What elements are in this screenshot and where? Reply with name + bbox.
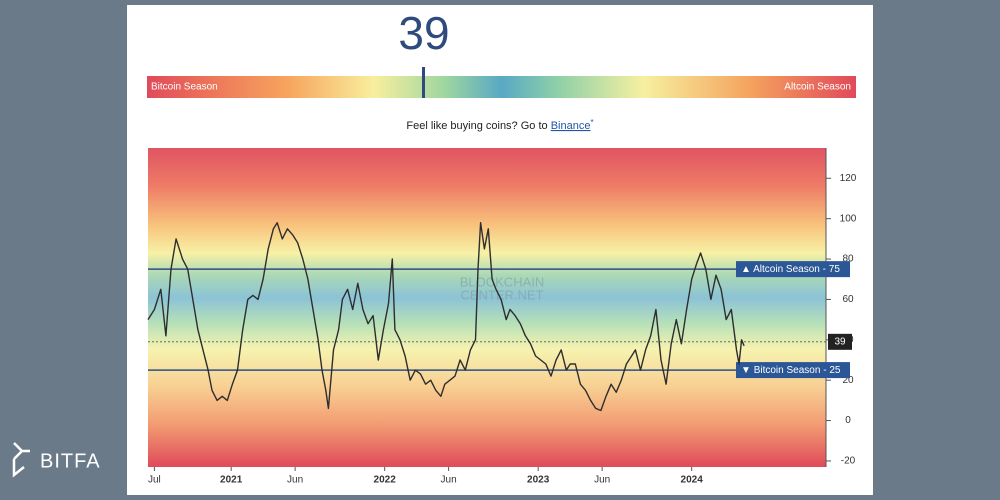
threshold-label: ▼ Bitcoin Season - 25 — [741, 365, 841, 376]
threshold-value: 75 — [829, 264, 841, 275]
brand-icon — [12, 442, 30, 478]
y-tick-label: 80 — [842, 254, 854, 265]
x-tick-label: Jun — [594, 475, 610, 486]
threshold-name: Bitcoin Season — [754, 365, 821, 376]
promo-text: Feel like buying coins? Go to — [406, 120, 547, 132]
gauge-min-label: Bitcoin Season — [151, 82, 218, 93]
threshold-marker: ▲ — [741, 264, 751, 275]
x-tick-label: 2021 — [220, 475, 243, 486]
y-tick-label: -20 — [841, 456, 856, 467]
y-tick-label: 20 — [842, 375, 854, 386]
watermark: BLOCKCHAIN — [460, 274, 545, 289]
gauge-max-label: Altcoin Season — [784, 82, 851, 93]
brand: BITFA — [12, 442, 101, 478]
threshold-separator: - — [823, 264, 826, 275]
x-tick-label: 2024 — [681, 475, 704, 486]
y-tick-label: 60 — [842, 294, 854, 305]
current-label-box — [828, 333, 852, 350]
gauge-bar — [147, 76, 856, 98]
plot-area — [148, 148, 826, 467]
promo-mark: * — [590, 118, 593, 127]
promo: Feel like buying coins? Go to Binance* — [406, 118, 593, 132]
threshold-marker: ▼ — [741, 365, 751, 376]
promo-link[interactable]: Binance — [551, 120, 591, 132]
x-tick-label: Jul — [148, 475, 161, 486]
threshold-label-box — [736, 362, 850, 379]
x-tick-label: Jun — [287, 475, 303, 486]
brand-name: BITFA — [40, 450, 101, 472]
current-label: 39 — [834, 336, 846, 347]
y-tick-label: 100 — [840, 213, 857, 224]
watermark: CENTER.NET — [460, 287, 543, 302]
threshold-separator: - — [823, 365, 826, 376]
threshold-label-box — [736, 261, 850, 278]
threshold-value: 25 — [829, 365, 841, 376]
x-tick-label: Jun — [441, 475, 457, 486]
threshold-label: ▲ Altcoin Season - 75 — [741, 264, 840, 275]
index-line — [147, 222, 745, 412]
index-value: 39 — [398, 7, 449, 59]
threshold-name: Altcoin Season — [753, 264, 820, 275]
y-tick-label: 0 — [845, 415, 851, 426]
y-tick-label: 120 — [840, 173, 857, 184]
x-tick-label: 2022 — [374, 475, 397, 486]
x-tick-label: 2023 — [527, 475, 550, 486]
